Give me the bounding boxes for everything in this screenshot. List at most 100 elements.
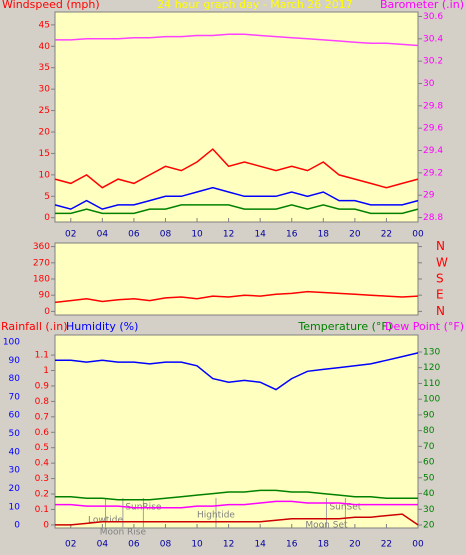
y-tick-label: 0 (44, 307, 50, 317)
y2-tick-label: 120 (423, 363, 440, 373)
y-tick-label: 1.1 (35, 351, 49, 361)
y-tick-label: 90 (39, 291, 51, 301)
x-tick-label: 02 (65, 230, 76, 240)
y-tick-label: 0.4 (35, 459, 50, 469)
y2-tick-label: 100 (423, 395, 440, 405)
y2-tick-label: 40 (423, 489, 435, 499)
y2-tick-label: W (436, 255, 448, 269)
x-tick-label: 16 (286, 230, 298, 240)
y3-tick-label: 0 (14, 521, 20, 531)
y2-tick-label: 28.8 (423, 213, 443, 223)
y2-tick-label: 50 (423, 473, 435, 483)
y-tick-label: 270 (33, 258, 50, 268)
series-line (55, 33, 419, 47)
y-tick-label: 0.5 (35, 443, 49, 453)
annotation: Hightide (197, 511, 235, 521)
y2-tick-label: 30.4 (423, 34, 443, 44)
y3-tick-label: 20 (9, 484, 21, 494)
windspeed-label: Windspeed (mph) (2, 0, 100, 11)
y2-tick-label: 30.2 (423, 57, 443, 67)
series-line (55, 352, 419, 391)
y3-tick-label: 30 (9, 466, 21, 476)
y-tick-label: 25 (39, 106, 50, 116)
x-tick-label: 22 (381, 540, 392, 550)
x-tick-label: 18 (318, 230, 330, 240)
y2-tick-label: E (436, 288, 444, 302)
y-tick-label: 0.9 (35, 381, 50, 391)
x-tick-label: 22 (381, 230, 392, 240)
y-tick-label: 15 (39, 149, 50, 159)
series-line (55, 204, 419, 215)
x-tick-label: 12 (223, 230, 234, 240)
y-tick-label: 5 (44, 192, 50, 202)
y2-tick-label: 29 (423, 191, 435, 201)
y2-tick-label: 29.4 (423, 146, 443, 156)
y-tick-label: 180 (33, 275, 50, 285)
y3-tick-label: 100 (3, 337, 20, 347)
y2-tick-label: 29.6 (423, 124, 443, 134)
annotation: Moon Rise (100, 528, 147, 538)
y2-tick-label: 29.8 (423, 101, 443, 111)
y2-tick-label: 80 (423, 426, 435, 436)
temperature-label: Temperature (°F) (297, 320, 392, 333)
y2-tick-label: 60 (423, 458, 435, 468)
y2-tick-label: 20 (423, 521, 435, 531)
y2-tick-label: 70 (423, 442, 435, 452)
y3-tick-label: 50 (9, 429, 21, 439)
y-tick-label: 0.1 (35, 505, 49, 515)
y3-tick-label: 70 (9, 392, 21, 402)
annotation: SunSet (329, 503, 361, 513)
y3-tick-label: 90 (9, 356, 21, 366)
x-tick-label: 14 (254, 540, 266, 550)
plot-area (54, 334, 419, 529)
x-tick-label: 14 (254, 230, 266, 240)
x-tick-label: 04 (97, 230, 109, 240)
y2-tick-label: 30 (423, 79, 435, 89)
x-tick-label: 18 (318, 540, 330, 550)
y3-tick-label: 40 (9, 447, 21, 457)
y-tick-label: 35 (39, 63, 50, 73)
y-tick-label: 0.6 (35, 428, 50, 438)
y-tick-label: 360 (33, 242, 50, 252)
y-tick-label: 0.7 (35, 412, 49, 422)
x-tick-label: 10 (191, 540, 203, 550)
x-tick-label: 12 (223, 540, 234, 550)
y-tick-label: 0.2 (35, 490, 49, 500)
x-tick-label: 00 (412, 540, 424, 550)
y-tick-label: 40 (39, 42, 51, 52)
y3-tick-label: 10 (9, 502, 21, 512)
x-tick-label: 06 (128, 230, 140, 240)
y3-tick-label: 80 (9, 374, 21, 384)
series-line (54, 290, 419, 304)
series-line (55, 489, 418, 501)
y-tick-label: 10 (39, 170, 51, 180)
chart-title: 24 hour graph day - March 26 2017 (157, 0, 353, 11)
y-tick-label: 30 (39, 85, 51, 95)
series-line (55, 513, 419, 526)
x-tick-label: 02 (65, 540, 76, 550)
rainfall-label: Rainfall (.in) (1, 320, 68, 333)
x-tick-label: 20 (349, 230, 361, 240)
x-tick-label: 08 (160, 540, 172, 550)
x-tick-label: 06 (128, 540, 140, 550)
y-tick-label: 0.8 (35, 397, 50, 407)
y-tick-label: 20 (39, 128, 51, 138)
x-tick-label: 04 (97, 540, 109, 550)
y2-tick-label: N (436, 304, 445, 318)
series-line (54, 148, 419, 189)
y-tick-label: 45 (39, 20, 50, 30)
y2-tick-label: N (436, 239, 445, 253)
series-line (54, 186, 419, 210)
y3-tick-label: 60 (9, 411, 21, 421)
y2-tick-label: 110 (423, 379, 440, 389)
x-tick-label: 16 (286, 540, 298, 550)
series-line (55, 500, 418, 509)
y2-tick-label: 130 (423, 347, 440, 357)
y-tick-label: 0 (44, 213, 50, 223)
y2-tick-label: S (436, 272, 444, 286)
barometer-label: Barometer (.in) (380, 0, 464, 11)
y-tick-label: 0.3 (35, 474, 49, 484)
dewpoint-label: Dew Point (°F) (385, 320, 464, 333)
annotation: Moon Set (305, 521, 348, 531)
x-tick-label: 20 (349, 540, 361, 550)
